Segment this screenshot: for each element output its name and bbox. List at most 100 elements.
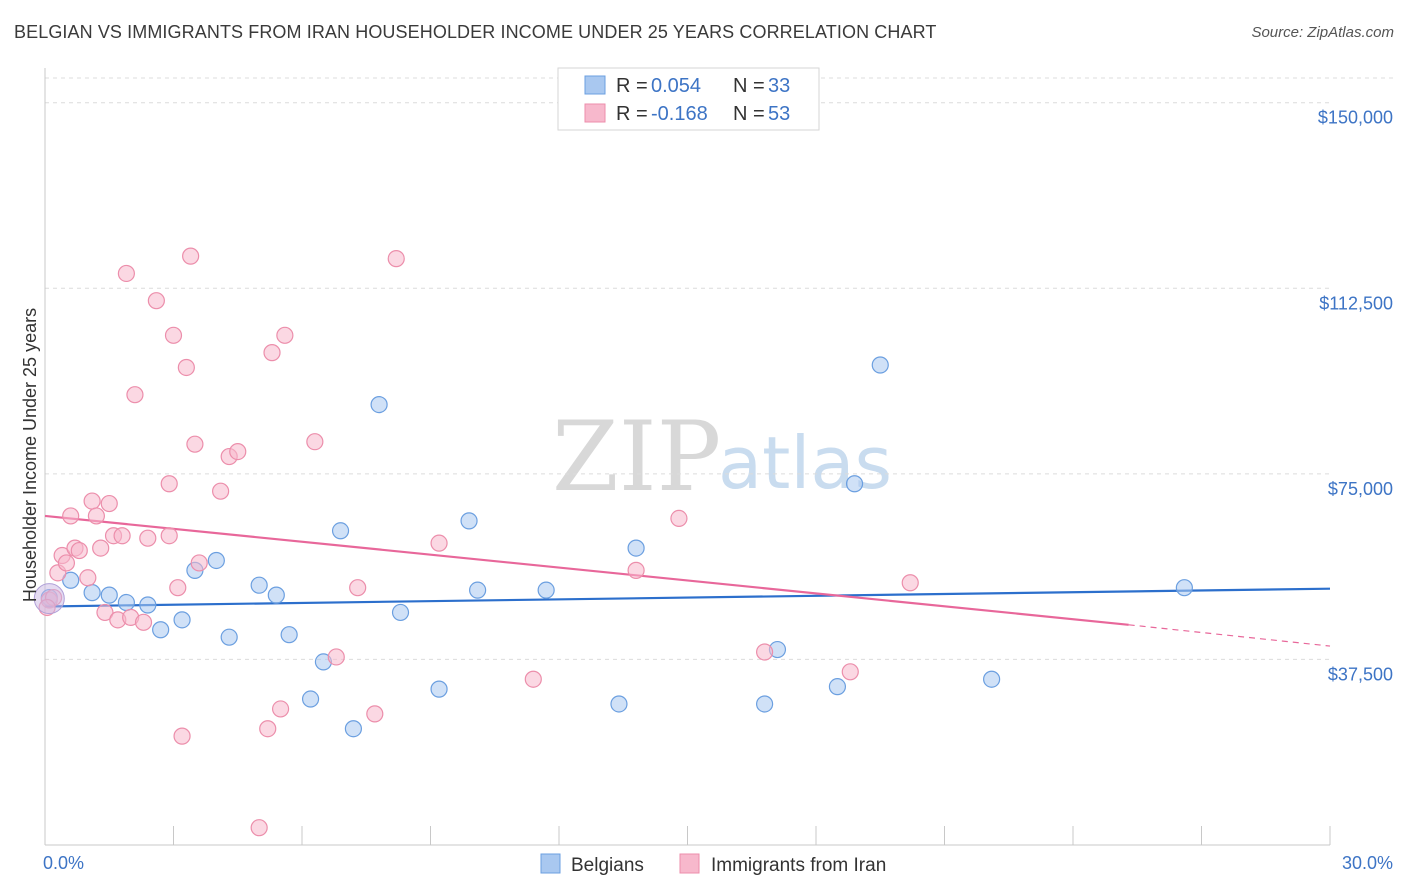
chart-title: BELGIAN VS IMMIGRANTS FROM IRAN HOUSEHOL… <box>14 22 937 42</box>
point-belgians <box>391 603 410 622</box>
point-iran <box>212 482 230 500</box>
point-iran <box>117 264 135 283</box>
point-belgians <box>430 680 448 698</box>
point-iran <box>96 603 114 622</box>
legend-n-label: N = <box>733 103 765 125</box>
point-iran <box>87 507 106 525</box>
point-belgians <box>152 621 170 639</box>
point-iran <box>841 663 859 681</box>
gridlines <box>45 77 1395 660</box>
point-iran <box>186 435 204 453</box>
point-iran <box>366 705 384 723</box>
watermark: ZIP atlas <box>552 401 892 513</box>
legend-r-label: R = <box>616 75 648 97</box>
legend-r-value-iran: -0.168 <box>651 103 708 125</box>
point-belgians <box>627 539 645 557</box>
correlation-legend: R = 0.054 N = 33 R = -0.168 N = 53 <box>557 67 820 131</box>
point-iran <box>670 509 688 528</box>
point-iran <box>92 539 110 557</box>
point-belgians <box>845 475 864 493</box>
data-points <box>33 247 1193 837</box>
legend-r-label: R = <box>616 103 648 125</box>
point-iran <box>164 326 183 344</box>
point-iran <box>627 561 645 579</box>
legend-n-label: N = <box>733 75 765 97</box>
point-iran <box>250 819 268 837</box>
point-iran <box>83 492 101 510</box>
point-iran <box>134 613 153 631</box>
axes <box>44 68 1331 846</box>
legend-swatch-belgians <box>584 75 606 95</box>
point-belgians <box>460 512 478 530</box>
y-tick-label: $37,500 <box>1328 664 1393 684</box>
series-legend: Belgians Immigrants from Iran <box>540 853 886 876</box>
point-belgians <box>207 551 225 570</box>
point-iran <box>387 250 405 268</box>
legend-label-iran: Immigrants from Iran <box>711 855 886 876</box>
point-iran <box>160 527 178 545</box>
point-cluster <box>33 583 65 615</box>
point-belgians <box>537 581 555 599</box>
point-iran <box>70 541 88 560</box>
point-belgians <box>344 720 362 738</box>
point-iran <box>113 527 131 545</box>
point-iran <box>177 358 195 377</box>
trend-line-iran <box>44 514 1129 626</box>
watermark-zip: ZIP <box>552 401 721 513</box>
y-tick-label: $112,500 <box>1319 293 1393 313</box>
point-iran <box>430 534 448 552</box>
point-iran <box>271 700 290 718</box>
point-iran <box>62 507 80 525</box>
trend-lines <box>44 514 1331 647</box>
source-label: Source: ZipAtlas.com <box>1251 24 1394 41</box>
point-iran <box>160 475 178 493</box>
point-belgians <box>1175 579 1193 597</box>
point-iran <box>327 648 345 666</box>
point-iran <box>259 720 277 738</box>
point-iran <box>755 643 774 661</box>
y-tick-label: $75,000 <box>1328 479 1393 499</box>
point-iran <box>190 554 208 572</box>
point-belgians <box>62 571 80 589</box>
point-belgians <box>755 695 774 713</box>
legend-swatch-iran <box>584 103 606 123</box>
point-belgians <box>610 695 628 713</box>
y-tick-labels: $37,500 $75,000 $112,500 $150,000 <box>1318 108 1393 685</box>
point-belgians <box>250 576 268 594</box>
point-belgians <box>280 626 298 644</box>
point-iran <box>524 670 542 688</box>
point-iran <box>276 326 294 344</box>
point-iran <box>306 433 324 451</box>
legend-label-belgians: Belgians <box>571 855 644 876</box>
point-belgians <box>139 596 157 614</box>
legend-n-value-belgians: 33 <box>768 75 790 97</box>
y-axis-label: Householder Income Under 25 years <box>20 308 40 602</box>
point-belgians <box>871 356 889 374</box>
point-iran <box>147 292 165 310</box>
point-iran <box>182 247 200 265</box>
x-tick-labels: 0.0% 30.0% <box>43 853 1393 873</box>
point-iran <box>229 443 247 461</box>
point-belgians <box>220 628 238 646</box>
point-belgians <box>267 586 285 604</box>
point-iran <box>349 579 367 597</box>
point-iran <box>263 344 281 362</box>
x-tick-label: 0.0% <box>43 853 84 873</box>
y-tick-label: $150,000 <box>1318 108 1393 128</box>
point-belgians <box>173 611 191 629</box>
trend-line-iran-extension <box>1128 624 1331 647</box>
legend-swatch-iran <box>679 853 700 874</box>
x-tick-label: 30.0% <box>1342 853 1393 873</box>
point-iran <box>169 579 187 597</box>
point-iran <box>173 727 191 745</box>
point-iran <box>901 574 919 592</box>
trend-line-belgians <box>44 587 1331 608</box>
point-belgians <box>828 678 847 696</box>
point-belgians <box>469 581 487 599</box>
legend-n-value-iran: 53 <box>768 103 790 125</box>
point-belgians <box>370 395 388 414</box>
point-belgians <box>117 593 135 612</box>
legend-swatch-belgians <box>540 853 561 874</box>
point-belgians <box>100 586 118 604</box>
